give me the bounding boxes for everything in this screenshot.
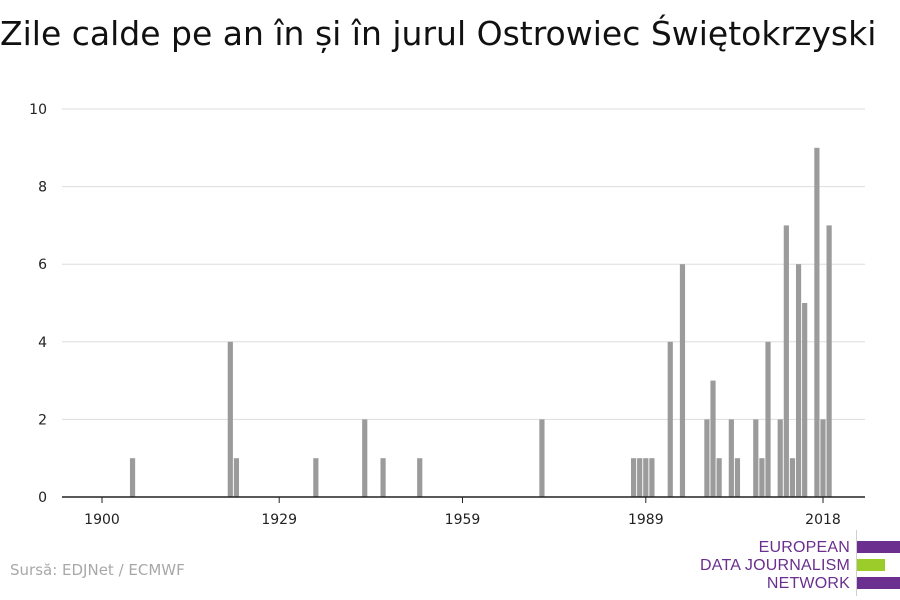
y-tick-label: 2	[38, 412, 47, 428]
logo-line-2: DATA JOURNALISM	[700, 557, 850, 574]
bar	[643, 458, 649, 497]
bar	[362, 419, 368, 497]
logo-line-3: NETWORK	[766, 575, 850, 592]
x-tick-label: 1989	[628, 512, 664, 528]
logo-bar-purple-bottom	[857, 577, 900, 589]
bar	[417, 458, 423, 497]
bar	[734, 458, 741, 497]
bar	[765, 341, 771, 497]
bar	[716, 458, 722, 497]
bar	[637, 458, 643, 497]
x-tick-label: 1929	[261, 512, 297, 528]
bar	[704, 419, 710, 497]
bar	[233, 458, 240, 497]
bar	[539, 419, 545, 497]
bar	[759, 458, 765, 497]
logo-bar-green	[857, 559, 885, 571]
y-tick-label: 6	[38, 257, 47, 273]
bar	[630, 458, 637, 497]
y-tick-label: 10	[29, 102, 47, 118]
bar	[826, 225, 832, 497]
chart: 0 2 4 6 8 10 1900 1929 1959 1989 2018	[29, 102, 865, 528]
edjnet-logo: EUROPEAN DATA JOURNALISM NETWORK	[700, 530, 900, 600]
bar	[710, 380, 716, 497]
x-tick-label: 1959	[445, 512, 481, 528]
chart-title: Zile calde pe an în și în jurul Ostrowie…	[0, 14, 877, 53]
bar	[679, 264, 686, 497]
y-tick-label: 4	[38, 335, 47, 351]
gridlines	[62, 108, 865, 420]
bar	[227, 341, 233, 497]
logo-line-1: EUROPEAN	[758, 539, 850, 556]
bar	[783, 225, 789, 497]
bar	[795, 264, 802, 497]
logo-divider	[856, 530, 857, 596]
bar	[728, 419, 734, 497]
bar	[649, 458, 655, 497]
logo-bar-purple-top	[857, 541, 900, 553]
y-tick-label: 8	[38, 180, 47, 196]
bar	[777, 419, 783, 497]
x-tick-label: 1900	[84, 512, 120, 528]
bar	[820, 419, 826, 497]
source-note: Sursă: EDJNet / ECMWF	[10, 561, 185, 579]
bar	[667, 341, 673, 497]
bar	[129, 458, 136, 497]
axes: 0 2 4 6 8 10 1900 1929 1959 1989 2018	[29, 102, 865, 528]
bar	[802, 303, 808, 497]
bar	[814, 147, 820, 498]
bar	[380, 458, 386, 497]
bar	[789, 458, 796, 497]
y-tick-label: 0	[38, 490, 47, 506]
bars	[129, 147, 832, 498]
x-tick-label: 2018	[805, 512, 841, 528]
bar	[313, 458, 319, 497]
bar	[753, 419, 759, 497]
